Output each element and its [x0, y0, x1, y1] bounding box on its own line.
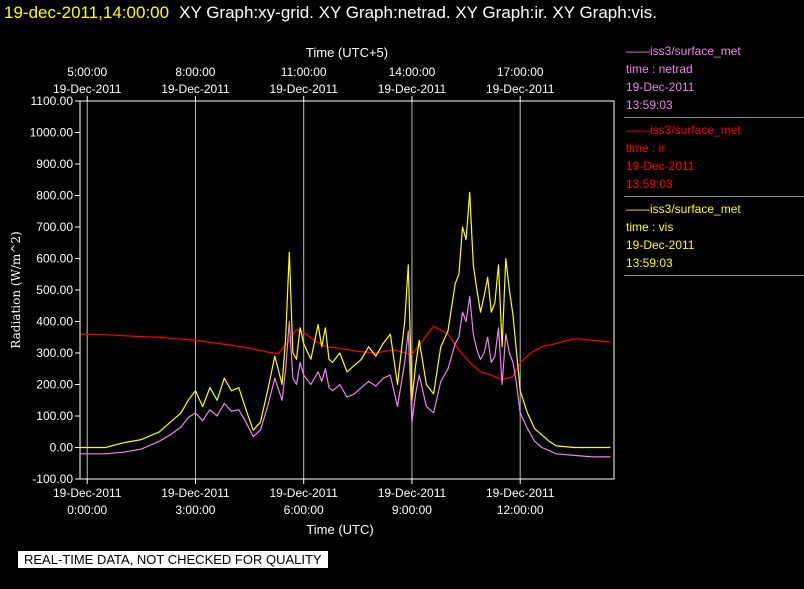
y-tick-label: 1100.00	[31, 94, 74, 108]
x-tick-time: 6:00:00	[284, 503, 324, 517]
x-tick-date: 19-Dec-2011	[378, 486, 447, 500]
x-tick-date: 19-Dec-2011	[161, 486, 230, 500]
x-tick-date: 19-Dec-2011	[269, 486, 338, 500]
y-tick-label: 700.00	[36, 220, 73, 234]
grid	[86, 101, 521, 479]
legend-source: ——iss3/surface_met	[626, 44, 741, 58]
graph-list: XY Graph:xy-grid. XY Graph:netrad. XY Gr…	[179, 3, 657, 22]
y-tick-label: 100.00	[36, 409, 73, 423]
y-tick-label: 0.00	[50, 441, 74, 455]
y-axis-title: Radiation (W/m^2)	[9, 231, 23, 348]
legend-entry-vis: ——iss3/surface_met time : vis 19-Dec-201…	[624, 200, 804, 276]
x-axis-title: Time (UTC)	[306, 522, 373, 537]
x-tick-time: 3:00:00	[175, 503, 215, 517]
y-axis: -100.00 0.00 100.00 200.00 300.00 400.00 500.0…	[30, 94, 80, 486]
x2-tick-time: 11:00:00	[281, 65, 327, 79]
y-tick-label: 900.00	[36, 157, 73, 171]
x2-tick-date: 19-Dec-2011	[53, 82, 122, 96]
timestamp: 19-dec-2011,14:00:00	[4, 3, 170, 22]
series-line-netrad	[80, 295, 611, 458]
x2-tick-time: 17:00:00	[497, 65, 544, 79]
x2-tick-time: 5:00:00	[67, 65, 107, 79]
legend-entry-ir: ——iss3/surface_met time : ir 19-Dec-2011…	[624, 121, 804, 197]
legend-date: 19-Dec-2011	[626, 80, 695, 94]
y-tick-label: 300.00	[36, 346, 73, 360]
legend-time: 13:59:03	[626, 98, 673, 112]
plot-frame	[79, 100, 615, 480]
x-tick-time: 9:00:00	[392, 503, 432, 517]
x-axis: 19-Dec-2011 0:00:00 19-Dec-2011 3:00:00 19-D…	[53, 479, 555, 517]
series-line-vis	[80, 191, 611, 449]
x2-tick-date: 19-Dec-2011	[269, 82, 338, 96]
y-tick-label: -100.00	[32, 472, 73, 486]
x-tick-date: 19-Dec-2011	[486, 486, 555, 500]
legend-variable: time : netrad	[626, 62, 693, 76]
y-tick-label: 1000.00	[30, 126, 74, 140]
header: 19-dec-2011,14:00:00 XY Graph:xy-grid. XY…	[4, 3, 657, 23]
y-tick-label: 400.00	[36, 315, 73, 329]
x-tick-time: 0:00:00	[67, 503, 107, 517]
x-tick-date: 19-Dec-2011	[53, 486, 122, 500]
y-tick-label: 500.00	[36, 283, 73, 297]
legend-time: 13:59:03	[626, 256, 673, 270]
x2-tick-time: 14:00:00	[389, 65, 436, 79]
x2-tick-date: 19-Dec-2011	[486, 82, 555, 96]
legend-variable: time : vis	[626, 220, 674, 234]
y-tick-label: 800.00	[36, 189, 73, 203]
legend-date: 19-Dec-2011	[626, 238, 695, 252]
x2-tick-date: 19-Dec-2011	[161, 82, 230, 96]
x2-tick-time: 8:00:00	[175, 65, 215, 79]
legend-source: ——iss3/surface_met	[626, 202, 741, 216]
x-tick-time: 12:00:00	[497, 503, 544, 517]
y-tick-label: 600.00	[36, 252, 73, 266]
series-line-ir	[79, 325, 611, 381]
x2-axis: 5:00:00 19-Dec-2011 8:00:00 19-Dec-2011 11:0…	[53, 65, 555, 101]
legend-source: ——iss3/surface_met	[626, 123, 741, 137]
y-tick-label: 200.00	[36, 378, 73, 392]
legend: ——iss3/surface_met time : netrad 19-Dec-…	[624, 42, 804, 279]
legend-time: 13:59:03	[626, 177, 673, 191]
x2-axis-title: Time (UTC+5)	[306, 45, 388, 60]
quality-disclaimer: REAL-TIME DATA, NOT CHECKED FOR QUALITY	[18, 551, 328, 568]
series-layer	[79, 191, 611, 458]
legend-variable: time : ir	[626, 141, 666, 155]
x2-tick-date: 19-Dec-2011	[378, 82, 447, 96]
legend-date: 19-Dec-2011	[626, 159, 695, 173]
legend-entry-netrad: ——iss3/surface_met time : netrad 19-Dec-…	[624, 42, 804, 118]
